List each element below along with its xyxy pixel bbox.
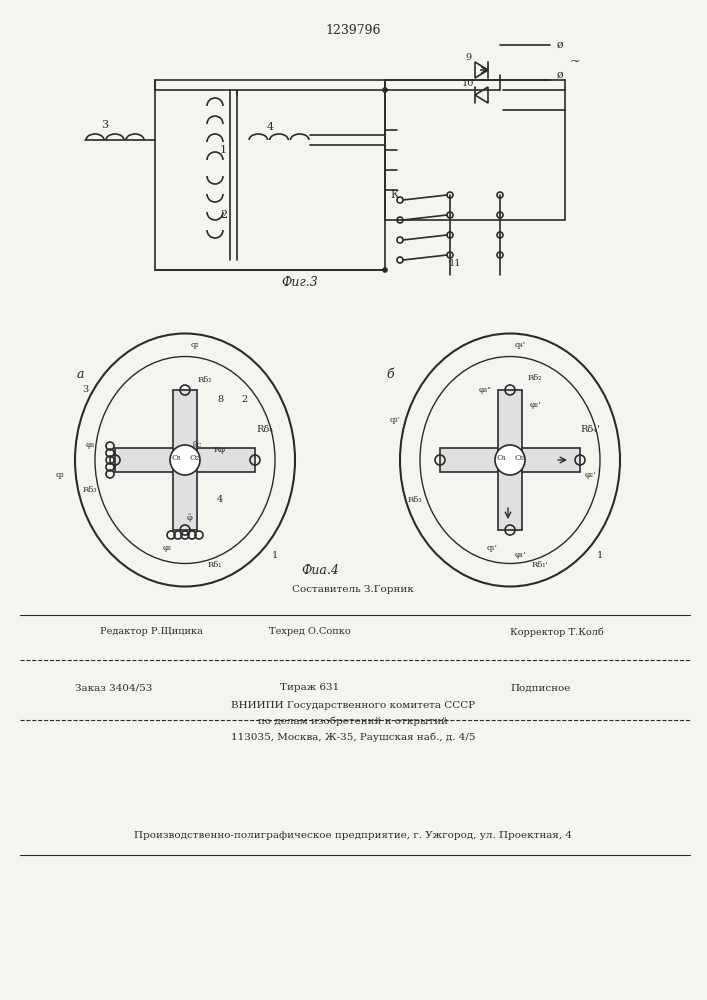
Text: ø: ø	[556, 40, 563, 50]
Text: q₁': q₁'	[486, 544, 498, 552]
Text: Техред О.Сопко: Техред О.Сопко	[269, 628, 351, 637]
Text: 11: 11	[449, 258, 461, 267]
Text: Rδ₂: Rδ₂	[198, 376, 212, 384]
Circle shape	[383, 88, 387, 92]
Text: 113035, Москва, Ж-35, Раушская наб., д. 4/5: 113035, Москва, Ж-35, Раушская наб., д. …	[230, 732, 475, 742]
Bar	[385, 80, 565, 220]
Text: 8: 8	[217, 395, 223, 404]
Text: φ₃: φ₃	[86, 441, 95, 449]
Text: Rδ₄': Rδ₄'	[580, 426, 600, 434]
Text: 2: 2	[220, 210, 227, 220]
Text: 1239796: 1239796	[325, 23, 381, 36]
Text: ø: ø	[556, 70, 563, 80]
Text: б: б	[386, 368, 394, 381]
Circle shape	[383, 268, 387, 272]
Text: 4: 4	[267, 122, 274, 132]
Text: βc: βc	[192, 441, 201, 449]
Text: φ₂': φ₂'	[530, 401, 541, 409]
Text: Rδ₁: Rδ₁	[208, 561, 222, 569]
Text: q₄': q₄'	[515, 341, 525, 349]
Text: O₁: O₁	[497, 454, 507, 462]
Text: a: a	[76, 368, 83, 381]
Text: Корректор Т.Колб: Корректор Т.Колб	[510, 627, 604, 637]
Text: ВНИИПИ Государственного комитета СССР: ВНИИПИ Государственного комитета СССР	[231, 700, 475, 710]
Text: 3: 3	[101, 120, 109, 130]
Text: 9: 9	[465, 53, 471, 62]
Text: Редактор Р.Щицика: Редактор Р.Щицика	[100, 628, 203, 637]
Text: φ₂: φ₂	[163, 544, 172, 552]
Text: Заказ 3404/53: Заказ 3404/53	[75, 684, 153, 692]
Text: по делам изобретений и открытий: по делам изобретений и открытий	[258, 716, 448, 726]
Text: 3: 3	[82, 385, 88, 394]
Text: Rδ₃: Rδ₃	[408, 496, 422, 504]
Text: φ₂': φ₂'	[584, 471, 596, 479]
Text: Rδ₃: Rδ₃	[83, 486, 98, 494]
Text: Rδ₂: Rδ₂	[527, 374, 542, 382]
Text: Фиа.4: Фиа.4	[301, 564, 339, 576]
Text: Фиг.3: Фиг.3	[281, 275, 318, 288]
Text: O₂: O₂	[190, 454, 200, 462]
Text: Тираж 631: Тираж 631	[281, 684, 339, 692]
Text: Rφ: Rφ	[214, 446, 226, 454]
Text: q₃: q₃	[56, 471, 64, 479]
Circle shape	[170, 445, 200, 475]
Text: 10: 10	[462, 79, 474, 88]
Bar	[440, 448, 580, 472]
Circle shape	[495, 445, 525, 475]
Text: Rδ₁': Rδ₁'	[532, 561, 549, 569]
Text: O₂: O₂	[515, 454, 525, 462]
Text: φ̃: φ̃	[187, 514, 193, 522]
Text: 1: 1	[272, 550, 278, 560]
Text: O₁: O₁	[172, 454, 182, 462]
Text: Производственно-полиграфическое предприятие, г. Ужгород, ул. Проектная, 4: Производственно-полиграфическое предприя…	[134, 830, 572, 840]
Text: К: К	[391, 190, 399, 200]
Text: 1: 1	[220, 145, 227, 155]
Bar	[498, 390, 522, 530]
Text: Составитель З.Горник: Составитель З.Горник	[292, 585, 414, 594]
Bar	[155, 80, 385, 270]
Text: φ₁': φ₁'	[514, 551, 526, 559]
Bar	[115, 448, 255, 472]
Text: q₂: q₂	[191, 341, 199, 349]
Bar	[173, 390, 197, 530]
Text: 2: 2	[242, 395, 248, 404]
Text: 1: 1	[597, 550, 603, 560]
Text: Rδ₄: Rδ₄	[257, 426, 274, 434]
Text: q₃': q₃'	[390, 416, 400, 424]
Text: φ₃": φ₃"	[479, 386, 491, 394]
Text: ~: ~	[570, 55, 580, 68]
Text: 4: 4	[217, 495, 223, 504]
Text: Подписное: Подписное	[510, 684, 571, 692]
